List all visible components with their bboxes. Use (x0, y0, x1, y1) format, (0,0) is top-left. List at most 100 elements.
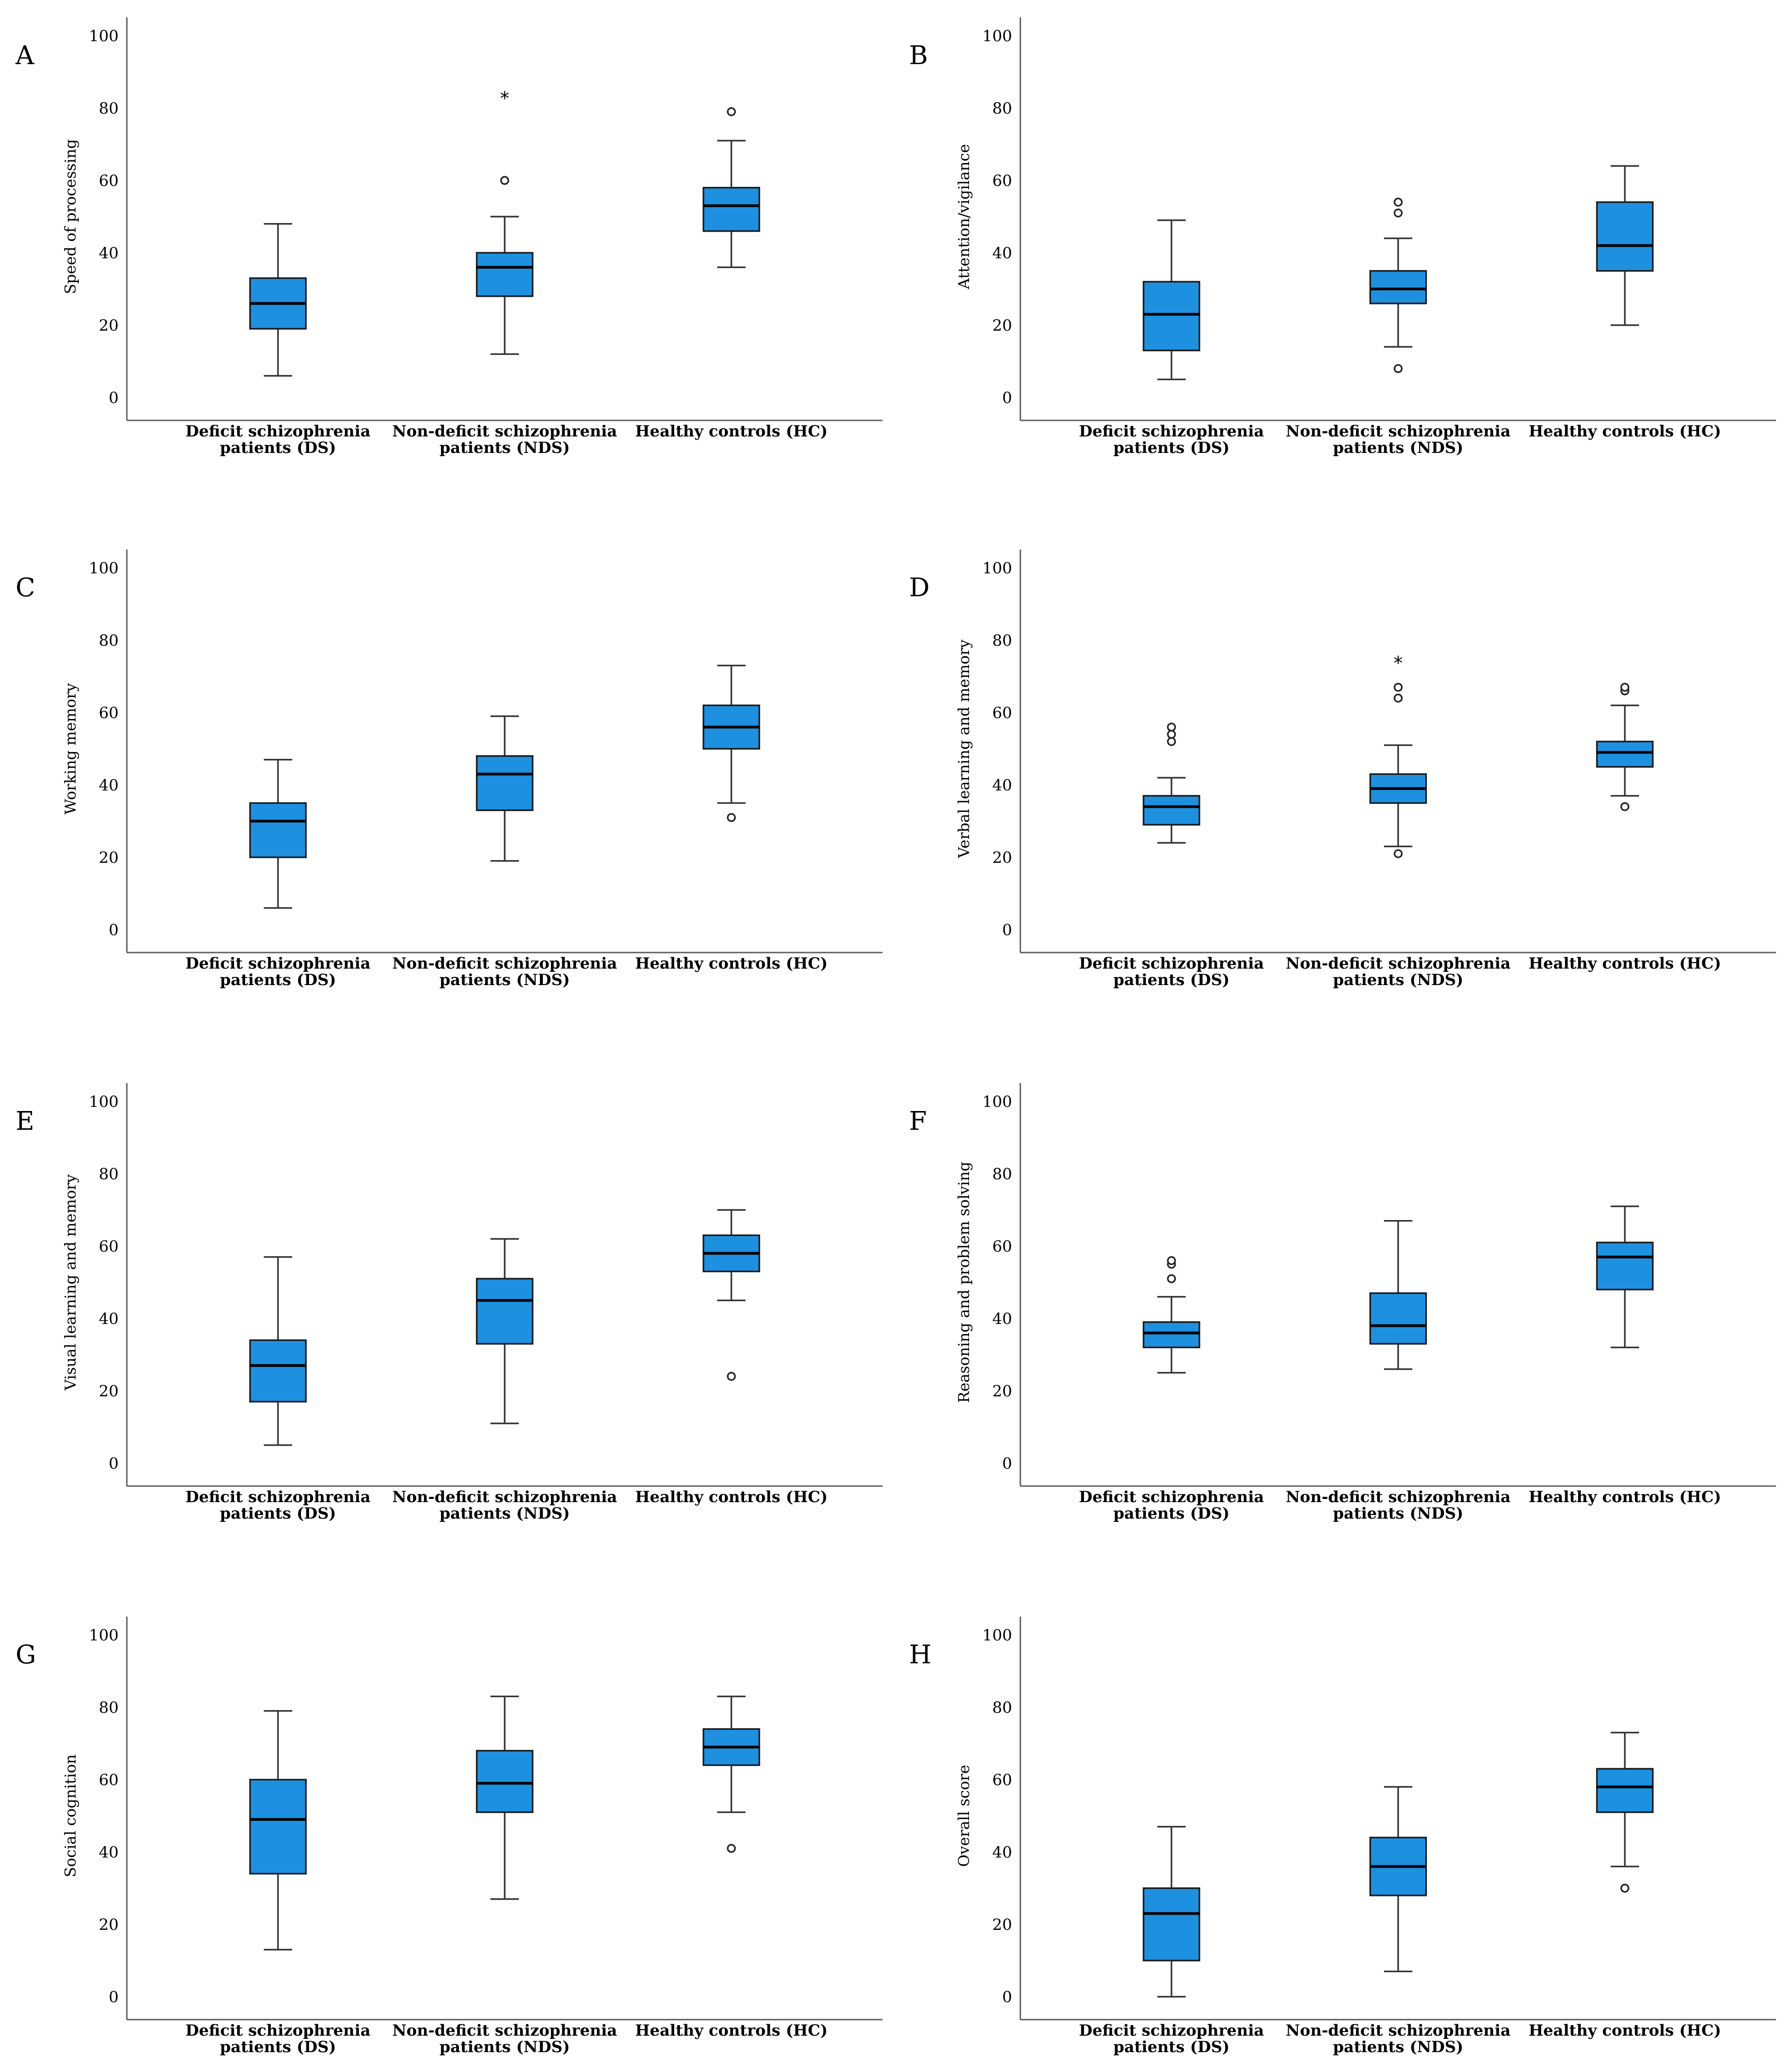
y-tick-label: 0 (1002, 921, 1012, 939)
y-tick-label: 60 (992, 1237, 1012, 1256)
x-category-label: Non-deficit schizophrenia (1285, 2021, 1510, 2040)
iqr-box (1596, 1242, 1654, 1291)
x-category-label: patients (NDS) (1333, 439, 1464, 457)
y-tick-label: 40 (99, 1310, 119, 1328)
y-tick-label: 60 (99, 172, 119, 190)
x-category-label: Deficit schizophrenia (1079, 422, 1264, 441)
outlier-point (727, 1844, 736, 1853)
y-tick-label: 100 (89, 1093, 119, 1111)
y-tick-label: 20 (99, 1916, 119, 1934)
x-category-label: Healthy controls (HC) (635, 422, 828, 441)
y-tick-label: 100 (89, 559, 119, 577)
y-tick-label: 20 (992, 1916, 1012, 1934)
x-category-label: Deficit schizophrenia (185, 954, 370, 973)
y-tick-label: 40 (992, 776, 1012, 795)
y-axis-title: Attention/vigilance (955, 144, 973, 290)
panel-c: C 0 20 40 60 80 100 Working memory Deficit schiz… (16, 550, 882, 989)
y-tick-label: 0 (1002, 1454, 1012, 1473)
outlier-point (1167, 730, 1176, 739)
y-tick-label: 80 (99, 632, 119, 650)
x-category-label: patients (DS) (220, 439, 336, 457)
extreme-point: * (500, 88, 509, 109)
iqr-box (1596, 741, 1654, 768)
outlier-point (727, 107, 736, 116)
y-axis-title: Overall score (955, 1765, 973, 1867)
x-category-label: patients (DS) (1113, 1504, 1230, 1523)
y-tick-label: 80 (99, 1165, 119, 1183)
x-category-label: Non-deficit schizophrenia (392, 2021, 617, 2040)
iqr-box (476, 1278, 534, 1345)
y-axis-title: Reasoning and problem solving (955, 1162, 973, 1403)
iqr-box (1143, 1321, 1200, 1348)
outlier-point (1167, 722, 1176, 732)
outlier-point (1167, 737, 1176, 746)
x-category-label: Deficit schizophrenia (1079, 2021, 1264, 2040)
iqr-box (249, 1779, 307, 1875)
y-tick-label: 100 (89, 1626, 119, 1645)
y-axis-title: Working memory (61, 683, 79, 814)
x-category-label: Non-deficit schizophrenia (392, 954, 617, 973)
extreme-point: * (1394, 653, 1403, 674)
y-tick-label: 40 (992, 1843, 1012, 1862)
x-category-label: Healthy controls (HC) (1529, 954, 1721, 973)
outlier-point (1167, 1274, 1176, 1283)
y-axis-title: Social cognition (61, 1754, 79, 1877)
y-tick-label: 60 (99, 1237, 119, 1256)
panel-label: C (16, 573, 35, 603)
y-tick-label: 0 (109, 1454, 119, 1473)
y-tick-label: 60 (99, 704, 119, 722)
outlier-point (1394, 208, 1403, 218)
iqr-box (703, 187, 760, 232)
y-tick-label: 80 (992, 1699, 1012, 1717)
x-category-label: patients (NDS) (1333, 971, 1464, 989)
outlier-point (1167, 1256, 1176, 1265)
outlier-point (727, 1372, 736, 1381)
outlier-point (1620, 802, 1629, 812)
iqr-box (476, 1750, 534, 1813)
y-tick-label: 80 (99, 1699, 119, 1717)
outlier-point (1394, 693, 1403, 703)
y-tick-label: 100 (982, 27, 1012, 45)
panel-label: H (909, 1640, 931, 1670)
iqr-box (1143, 281, 1200, 352)
iqr-box (476, 755, 534, 812)
panel-g: G 0 20 40 60 80 100 Social cognition Deficit sch… (16, 1617, 882, 2056)
y-tick-label: 60 (992, 704, 1012, 722)
x-category-label: patients (NDS) (1333, 1504, 1464, 1523)
x-category-label: patients (DS) (220, 2038, 336, 2056)
x-category-label: Non-deficit schizophrenia (1285, 422, 1510, 441)
y-tick-label: 100 (982, 1093, 1012, 1111)
outlier-point (727, 813, 736, 822)
iqr-box (1596, 201, 1654, 272)
x-category-label: Deficit schizophrenia (1079, 954, 1264, 973)
x-category-label: Deficit schizophrenia (185, 422, 370, 441)
outlier-point (1620, 1884, 1629, 1893)
x-category-label: Deficit schizophrenia (1079, 1488, 1264, 1506)
iqr-box (1369, 270, 1427, 305)
panel-e: E 0 20 40 60 80 100 Visual learning and memory D… (16, 1083, 882, 1523)
outlier-point (1620, 682, 1629, 692)
y-tick-label: 40 (99, 1843, 119, 1862)
outlier-point (1394, 197, 1403, 207)
y-tick-label: 0 (1002, 1988, 1012, 2006)
iqr-box (1143, 795, 1200, 826)
panel-b: B 0 20 40 60 80 100 Attention/vigilance Deficit … (909, 17, 1776, 457)
panel-label: G (16, 1640, 36, 1670)
y-tick-label: 40 (99, 244, 119, 262)
iqr-box (249, 1339, 307, 1403)
y-tick-label: 20 (992, 849, 1012, 867)
iqr-box (1369, 1292, 1427, 1345)
y-tick-label: 80 (992, 99, 1012, 118)
x-category-label: patients (NDS) (1333, 2038, 1464, 2056)
panel-label: E (16, 1106, 34, 1136)
y-tick-label: 40 (99, 776, 119, 795)
x-category-label: patients (NDS) (440, 971, 570, 989)
y-tick-label: 60 (992, 172, 1012, 190)
x-category-label: patients (NDS) (440, 1504, 570, 1523)
y-tick-label: 100 (89, 27, 119, 45)
panel-d: D 0 20 40 60 80 100 Verbal learning and memory D… (909, 550, 1776, 989)
y-axis-title: Visual learning and memory (61, 1174, 79, 1391)
panel-f: F 0 20 40 60 80 100 Reasoning and problem solvi… (909, 1083, 1776, 1523)
y-axis-title: Speed of processing (61, 139, 79, 294)
